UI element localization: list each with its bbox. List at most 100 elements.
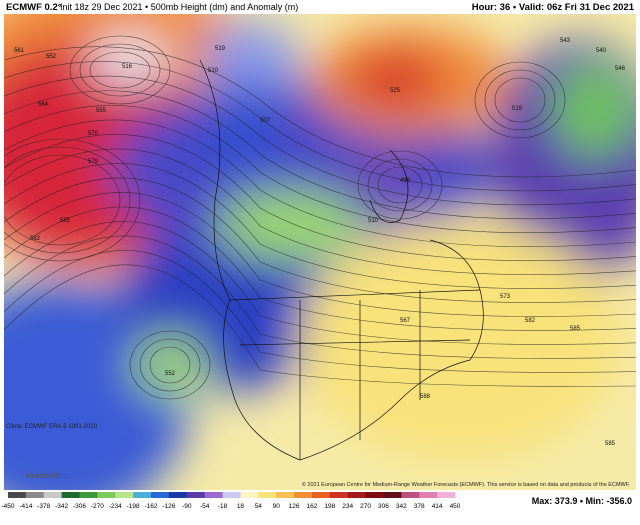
contour-label: 498 bbox=[400, 178, 411, 184]
colorbar-swatch bbox=[311, 492, 331, 498]
clima-note: Clima: ECMWF ERA-5 1991-2020 bbox=[6, 424, 98, 430]
contour bbox=[4, 192, 636, 317]
contour-loop bbox=[367, 158, 433, 212]
valid-time: Hour: 36 • Valid: 06z Fri 31 Dec 2021 bbox=[472, 2, 635, 13]
colorbar-swatch bbox=[151, 492, 170, 498]
boundaries bbox=[199, 59, 484, 461]
colorbar-label: 90 bbox=[273, 503, 281, 510]
colorbar-label: 414 bbox=[432, 503, 443, 510]
colorbar-swatch bbox=[329, 492, 349, 498]
colorbar-label: -90 bbox=[182, 503, 192, 510]
contour-loop bbox=[474, 61, 566, 139]
colorbar-swatch bbox=[365, 492, 384, 498]
colorbar-swatch bbox=[383, 492, 402, 498]
logo: WeatherBELL bbox=[25, 473, 69, 480]
colorbar-label: 270 bbox=[360, 503, 371, 510]
colorbar-label: 450 bbox=[450, 503, 461, 510]
anomaly-blob bbox=[345, 52, 445, 108]
colorbar-label: 234 bbox=[342, 503, 353, 510]
colorbar-swatch bbox=[222, 492, 241, 498]
contour-label: 564 bbox=[38, 102, 49, 108]
colorbar-label: -54 bbox=[200, 503, 210, 510]
colorbar: -450 -414 -378 -342 -306 -270 -234 -198 -162 -126… bbox=[1, 492, 461, 510]
contour-loop bbox=[79, 43, 161, 97]
contour-label: 585 bbox=[60, 218, 71, 224]
colorbar-label: -162 bbox=[145, 503, 158, 510]
contour-loop bbox=[377, 166, 423, 204]
contour-label: 561 bbox=[14, 48, 25, 54]
colorbar-swatch bbox=[61, 492, 80, 498]
anomaly-blob bbox=[215, 190, 365, 260]
colorbar-swatch bbox=[133, 492, 152, 498]
contour-loop bbox=[4, 154, 121, 246]
colorbar-label: -342 bbox=[55, 503, 68, 510]
contour-loop bbox=[149, 346, 191, 384]
contour-label: 582 bbox=[30, 236, 41, 242]
colorbar-label: 306 bbox=[378, 503, 389, 510]
copyright: © 2021 European Centre for Medium-Range … bbox=[302, 481, 631, 488]
contour bbox=[4, 250, 636, 373]
colorbar-swatch bbox=[419, 492, 438, 498]
colorbar-swatch bbox=[79, 492, 98, 498]
contour bbox=[4, 235, 636, 359]
contour-label: 570 bbox=[88, 131, 99, 137]
colorbar-label: 342 bbox=[396, 503, 407, 510]
colorbar-swatch bbox=[258, 492, 277, 498]
colorbar-label: -270 bbox=[91, 503, 104, 510]
colorbar-label: 18 bbox=[237, 503, 245, 510]
colorbar-swatch bbox=[347, 492, 366, 498]
colorbar-label: 378 bbox=[414, 503, 425, 510]
anomaly-blob bbox=[550, 60, 636, 160]
contour-label: 525 bbox=[390, 88, 401, 94]
contour bbox=[4, 90, 636, 220]
colorbar-swatch bbox=[240, 492, 259, 498]
contour bbox=[4, 105, 636, 233]
contour-label: 567 bbox=[400, 318, 411, 324]
contour bbox=[4, 221, 636, 345]
contour bbox=[4, 206, 636, 331]
anomaly-blob bbox=[132, 333, 208, 397]
contour-label: 510 bbox=[368, 218, 379, 224]
colorbar-label: -126 bbox=[162, 503, 175, 510]
contour-loop bbox=[484, 69, 556, 131]
colorbar-swatch bbox=[204, 492, 223, 498]
colorbar-swatch bbox=[168, 492, 188, 498]
colorbar-label: -414 bbox=[19, 503, 32, 510]
contour-label: 585 bbox=[605, 441, 616, 447]
colorbar-swatch bbox=[276, 492, 295, 498]
colorbar-label: -198 bbox=[127, 503, 140, 510]
contour-label: 552 bbox=[46, 54, 57, 60]
contour-label: 543 bbox=[560, 38, 571, 44]
colorbar-label: 162 bbox=[307, 503, 318, 510]
contour bbox=[4, 134, 636, 261]
contour-label: 582 bbox=[525, 318, 536, 324]
contour-label: 585 bbox=[570, 326, 581, 332]
colorbar-swatch bbox=[115, 492, 134, 498]
colorbar-swatch bbox=[8, 492, 27, 498]
contour-label: 546 bbox=[615, 66, 626, 72]
contour bbox=[4, 75, 636, 206]
contour-loop bbox=[4, 146, 131, 254]
contour-loop bbox=[129, 330, 211, 400]
contour-label: 579 bbox=[88, 159, 99, 165]
colorbar-swatch bbox=[401, 492, 420, 498]
colorbar-swatch bbox=[437, 492, 456, 498]
contour bbox=[4, 61, 636, 192]
contour-label: 552 bbox=[165, 371, 176, 377]
max-min: Max: 373.9 • Min: -356.0 bbox=[532, 496, 632, 506]
contour-loop bbox=[4, 138, 141, 262]
colorbar-label: -378 bbox=[37, 503, 50, 510]
valid: Valid: 06z Fri 31 Dec 2021 bbox=[519, 2, 635, 13]
contour-loop bbox=[357, 150, 443, 220]
colorbar-label: -450 bbox=[1, 503, 14, 510]
contour-loop bbox=[69, 35, 171, 105]
contour-label: 540 bbox=[596, 48, 607, 54]
contour-loop bbox=[89, 51, 151, 89]
contour bbox=[4, 177, 636, 303]
contour-label: 507 bbox=[260, 118, 271, 124]
colorbar-label: 126 bbox=[289, 503, 300, 510]
anomaly-blob bbox=[200, 20, 300, 100]
contour bbox=[4, 148, 636, 275]
